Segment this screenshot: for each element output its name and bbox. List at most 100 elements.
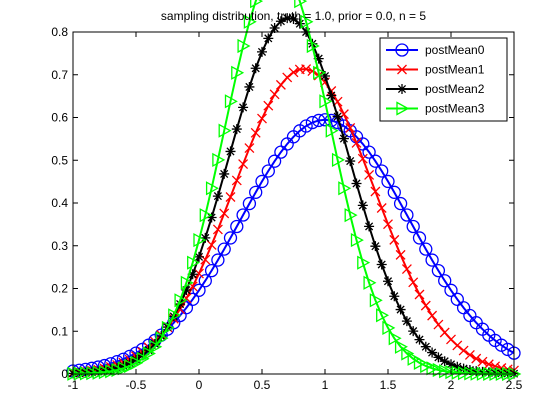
data-point-x: [263, 100, 274, 111]
data-point-x: [288, 67, 299, 78]
x-tick-label: 0: [196, 378, 203, 392]
data-point-x: [420, 300, 431, 311]
data-point-x: [212, 224, 223, 235]
data-point-x: [401, 264, 412, 275]
data-point-circle: [211, 253, 225, 267]
data-point-asterisk: [112, 362, 123, 373]
data-point-x: [452, 340, 463, 351]
data-point-x: [345, 123, 356, 133]
y-tick-label: 0.5: [51, 153, 68, 167]
data-point-circle: [249, 185, 263, 199]
data-point-x: [397, 64, 407, 75]
y-tick-label: 0.7: [51, 68, 68, 82]
y-tick-label: 0: [61, 367, 68, 381]
series-line: [72, 118, 515, 373]
data-point-triangle: [396, 101, 410, 116]
data-point-triangle: [338, 181, 352, 196]
data-point-x: [364, 170, 375, 180]
data-point-circle: [217, 242, 231, 256]
data-point-asterisk: [250, 63, 261, 74]
data-point-circle: [425, 253, 439, 267]
data-point-triangle: [130, 355, 144, 370]
data-point-x: [389, 234, 400, 245]
data-point-x: [244, 143, 255, 154]
data-point-x: [458, 345, 469, 356]
data-point-triangle: [413, 355, 427, 370]
ticks-layer: -1 -0.5 0 0.5 1 1.5 2 2.5 0 0.1 0.2 0.3 0.4 0.5 0.6 0.7…: [51, 25, 522, 392]
data-point-asterisk: [370, 241, 381, 252]
data-point-triangle: [331, 152, 345, 167]
data-point-triangle: [432, 362, 446, 378]
data-point-circle: [419, 242, 433, 256]
data-point-triangle: [250, 0, 264, 9]
data-point-asterisk: [238, 102, 249, 113]
data-point-triangle: [388, 331, 402, 346]
data-point-circle: [400, 208, 414, 222]
legend-label: postMean2: [425, 82, 485, 96]
data-point-triangle: [149, 339, 163, 354]
data-point-triangle: [420, 358, 434, 374]
x-tick-label: 0.5: [254, 378, 271, 392]
data-point-asterisk: [397, 84, 407, 94]
data-point-x: [395, 249, 406, 260]
data-point-x: [238, 159, 249, 170]
data-point-circle: [381, 174, 395, 189]
data-point-triangle: [124, 358, 138, 374]
data-point-x: [477, 356, 488, 367]
x-tick-label: 2.5: [506, 378, 523, 392]
data-point-asterisk: [263, 33, 274, 44]
data-point-triangle: [237, 38, 251, 54]
data-point-circle: [267, 154, 282, 168]
legend-box: [379, 37, 508, 122]
data-point-asterisk: [483, 367, 494, 378]
data-point-triangle: [451, 365, 465, 380]
data-point-asterisk: [446, 359, 456, 370]
legend-item-postMean0: postMean0: [386, 43, 485, 57]
data-point-triangle: [205, 181, 219, 196]
data-point-x: [351, 137, 362, 148]
data-point-x: [269, 89, 280, 100]
data-point-asterisk: [389, 291, 400, 302]
data-point-triangle: [199, 208, 213, 223]
data-point-triangle: [306, 38, 320, 54]
data-point-circle: [198, 274, 212, 288]
data-point-asterisk: [257, 46, 267, 57]
data-point-asterisk: [225, 146, 236, 157]
data-point-asterisk: [93, 366, 104, 377]
series-layer: [66, 0, 522, 382]
data-point-x: [219, 208, 230, 219]
data-point-x: [383, 219, 393, 230]
data-point-circle: [261, 164, 275, 178]
data-point-asterisk: [181, 285, 192, 296]
series-postMean3: [67, 0, 522, 382]
data-point-asterisk: [408, 326, 419, 337]
data-point-asterisk: [420, 341, 431, 352]
data-point-triangle: [407, 351, 421, 366]
data-point-triangle: [319, 94, 333, 109]
data-point-asterisk: [219, 168, 230, 179]
data-point-x: [301, 64, 312, 75]
data-point-asterisk: [326, 90, 337, 101]
data-point-triangle: [344, 208, 358, 223]
data-point-asterisk: [427, 347, 438, 358]
data-point-asterisk: [105, 364, 116, 375]
data-point-x: [257, 113, 267, 124]
data-point-triangle: [313, 65, 327, 80]
data-point-circle: [375, 164, 389, 178]
data-point-circle: [223, 231, 238, 245]
y-tick-label: 0.1: [51, 324, 68, 338]
data-point-asterisk: [187, 269, 198, 280]
data-point-circle: [444, 283, 458, 297]
data-point-asterisk: [332, 111, 343, 122]
data-point-x: [414, 289, 425, 300]
data-point-circle: [192, 283, 206, 297]
x-tick-label: 1: [322, 378, 329, 392]
data-point-triangle: [464, 366, 478, 381]
data-point-triangle: [174, 293, 188, 308]
data-point-asterisk: [313, 53, 324, 64]
data-point-circle: [230, 219, 244, 234]
data-point-asterisk: [206, 212, 217, 223]
data-point-triangle: [161, 320, 175, 335]
x-tick-label: 2: [448, 378, 455, 392]
data-point-triangle: [294, 0, 308, 9]
